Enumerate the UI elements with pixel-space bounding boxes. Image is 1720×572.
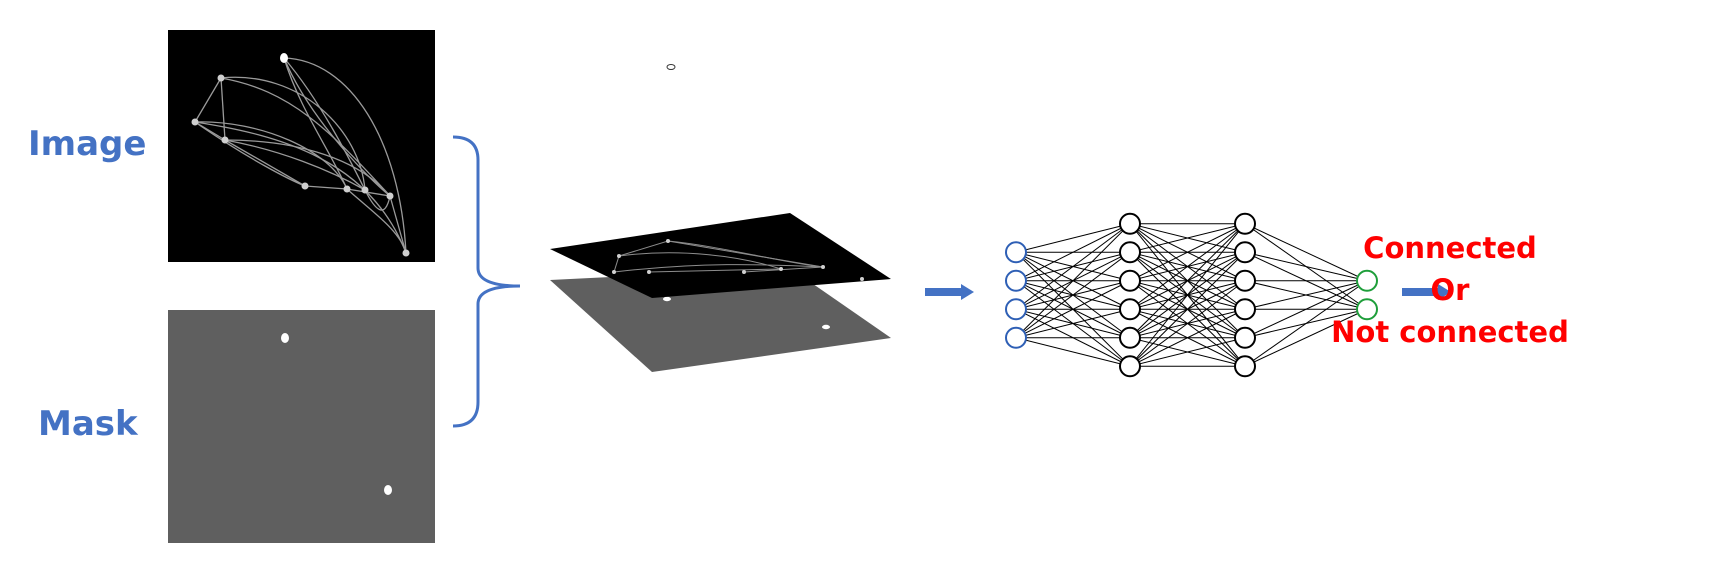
input-neuron xyxy=(1005,269,1027,292)
network-connection xyxy=(1129,223,1246,282)
input-neuron xyxy=(1005,298,1027,321)
hidden-neuron xyxy=(1119,355,1141,378)
hidden-neuron xyxy=(1234,269,1256,292)
hidden-neuron xyxy=(1234,355,1256,378)
mask-panel xyxy=(168,310,435,543)
network-connection xyxy=(1244,223,1368,282)
neural-network xyxy=(1005,212,1378,378)
network-connection xyxy=(1015,223,1131,253)
network-connection xyxy=(1244,280,1368,367)
network-connection xyxy=(1015,308,1131,339)
input-neuron xyxy=(1005,241,1027,264)
output-neuron xyxy=(1356,298,1378,321)
graph-edges xyxy=(194,57,407,254)
result-not-connected: Not connected xyxy=(1331,315,1569,349)
arrow-to-network xyxy=(925,284,974,300)
network-connection xyxy=(1015,280,1131,339)
hidden-neuron xyxy=(1119,212,1141,235)
network-connection xyxy=(1244,280,1368,310)
hidden-neuron xyxy=(1234,241,1256,264)
network-connection xyxy=(1244,280,1368,339)
network-connection xyxy=(1129,251,1246,367)
network-connection xyxy=(1244,251,1368,282)
network-connection xyxy=(1129,223,1246,310)
stray-marker xyxy=(666,64,676,70)
mask-label: Mask xyxy=(38,404,138,444)
network-connection xyxy=(1129,337,1246,367)
arrow-to-result xyxy=(1402,284,1451,300)
image-label: Image xyxy=(28,124,147,164)
image-panel xyxy=(168,30,435,262)
network-connection xyxy=(1015,223,1131,339)
network-connection xyxy=(1015,223,1131,310)
network-connection xyxy=(1129,223,1246,367)
network-connection xyxy=(1129,280,1246,367)
hidden-neuron xyxy=(1119,241,1141,264)
stacked-layers xyxy=(550,213,891,372)
image-layer-nodes xyxy=(612,239,864,281)
network-connection xyxy=(1129,308,1246,367)
output-neuron xyxy=(1356,269,1378,292)
network-connection xyxy=(1244,308,1368,367)
hidden-neuron xyxy=(1119,326,1141,349)
hidden-neuron xyxy=(1119,298,1141,321)
mask-layer-dot xyxy=(822,324,830,330)
image-layer xyxy=(550,213,891,298)
mask-background xyxy=(168,310,435,543)
network-connection xyxy=(1015,223,1131,282)
hidden-neuron xyxy=(1234,298,1256,321)
result-or: Or xyxy=(1430,273,1470,307)
network-connection xyxy=(1129,223,1246,339)
input-neuron xyxy=(1005,326,1027,349)
bracket-brace xyxy=(452,135,521,428)
result-connected: Connected xyxy=(1363,231,1537,265)
network-connection xyxy=(1015,251,1131,339)
network-connection xyxy=(1129,223,1246,253)
mask-dot xyxy=(384,485,392,495)
hidden-neuron xyxy=(1234,326,1256,349)
hidden-neuron xyxy=(1119,269,1141,292)
network-connections xyxy=(1015,223,1368,367)
mask-layer-dot xyxy=(663,296,671,302)
mask-dot xyxy=(281,333,289,343)
mask-layer xyxy=(550,268,891,372)
network-connection xyxy=(1015,337,1131,367)
hidden-neuron xyxy=(1234,212,1256,235)
graph-nodes xyxy=(191,53,410,257)
